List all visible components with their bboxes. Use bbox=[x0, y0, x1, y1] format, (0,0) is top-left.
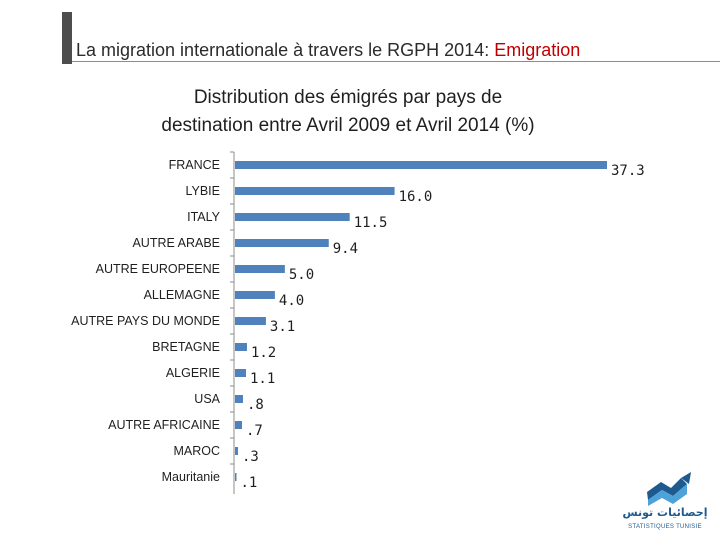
category-label: USA bbox=[194, 392, 220, 406]
category-label: FRANCE bbox=[169, 158, 220, 172]
bar bbox=[235, 421, 242, 429]
bar bbox=[235, 473, 237, 481]
category-label: ITALY bbox=[187, 210, 221, 224]
category-label: Mauritanie bbox=[162, 470, 220, 484]
bar bbox=[235, 317, 266, 325]
value-label: .8 bbox=[247, 397, 264, 413]
value-label: 5.0 bbox=[289, 267, 314, 283]
bar bbox=[235, 187, 395, 195]
value-label: .1 bbox=[241, 475, 258, 491]
chart-arrow-logo-icon bbox=[647, 472, 691, 506]
category-label: BRETAGNE bbox=[152, 340, 220, 354]
bar bbox=[235, 265, 285, 273]
value-label: 4.0 bbox=[279, 293, 304, 309]
title-underline bbox=[72, 61, 720, 62]
logo-arabic-text: إحصائيات تونس bbox=[622, 506, 707, 519]
bar bbox=[235, 161, 607, 169]
slide-title-accent: Emigration bbox=[494, 40, 581, 60]
category-label: AUTRE PAYS DU MONDE bbox=[71, 314, 220, 328]
category-label: ALGERIE bbox=[166, 366, 220, 380]
bar bbox=[235, 291, 275, 299]
bar bbox=[235, 447, 238, 455]
value-label: 3.1 bbox=[270, 319, 295, 335]
chart-title-line1: Distribution des émigrés par pays de bbox=[193, 87, 503, 108]
category-label: ALLEMAGNE bbox=[144, 288, 220, 302]
category-label: LYBIE bbox=[185, 184, 220, 198]
value-label: 1.2 bbox=[251, 345, 276, 361]
chart-title: Distribution des émigrés par pays de des… bbox=[100, 84, 596, 140]
slide-title: La migration internationale à travers le… bbox=[76, 40, 580, 61]
bar bbox=[235, 213, 350, 221]
value-label: 9.4 bbox=[333, 241, 358, 257]
slide-title-main: La migration internationale à travers le… bbox=[76, 40, 495, 60]
value-label: 11.5 bbox=[354, 215, 388, 231]
value-label: 16.0 bbox=[399, 189, 433, 205]
statistiques-tunisie-logo: إحصائيات تونس STATISTIQUES TUNISIE bbox=[622, 472, 708, 530]
bar bbox=[235, 395, 243, 403]
category-label: AUTRE AFRICAINE bbox=[108, 418, 220, 432]
value-label: .7 bbox=[246, 423, 263, 439]
logo-latin-text: STATISTIQUES TUNISIE bbox=[628, 524, 702, 530]
value-label: 37.3 bbox=[611, 163, 645, 179]
chart-title-line2: destination entre Avril 2009 et Avril 20… bbox=[161, 115, 535, 136]
title-accent-bar bbox=[62, 12, 72, 64]
bar bbox=[235, 239, 329, 247]
value-label: 1.1 bbox=[250, 371, 275, 387]
bar bbox=[235, 343, 247, 351]
category-label: MAROC bbox=[173, 444, 220, 458]
bar bbox=[235, 369, 246, 377]
category-label: AUTRE EUROPEENE bbox=[96, 262, 220, 276]
value-label: .3 bbox=[242, 449, 259, 465]
category-label: AUTRE ARABE bbox=[132, 236, 220, 250]
